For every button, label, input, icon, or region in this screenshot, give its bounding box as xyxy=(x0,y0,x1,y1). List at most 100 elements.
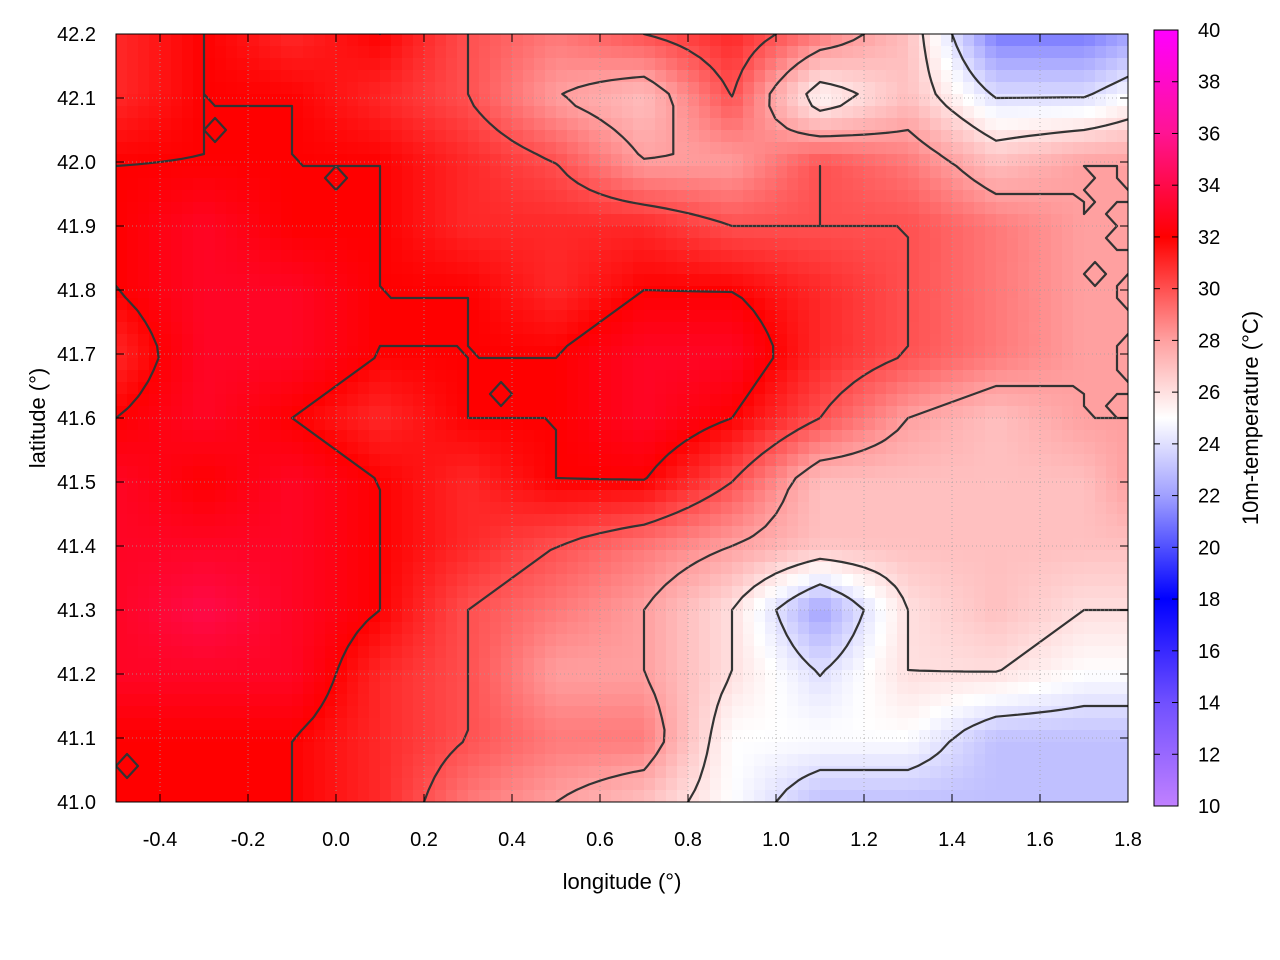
heatmap-cell xyxy=(1029,478,1041,491)
heatmap-cell xyxy=(534,322,546,335)
heatmap-cell xyxy=(820,82,832,95)
heatmap-cell xyxy=(347,574,359,587)
heatmap-cell xyxy=(435,562,447,575)
heatmap-cell xyxy=(402,286,414,299)
heatmap-cell xyxy=(303,226,315,239)
heatmap-cell xyxy=(655,250,667,263)
heatmap-cell xyxy=(512,226,524,239)
heatmap-cell xyxy=(776,370,788,383)
heatmap-cell xyxy=(1106,382,1118,395)
heatmap-cell xyxy=(1018,430,1030,443)
heatmap-cell xyxy=(325,514,337,527)
heatmap-cell xyxy=(303,394,315,407)
heatmap-cell xyxy=(237,442,249,455)
heatmap-cell xyxy=(468,394,480,407)
heatmap-cell xyxy=(864,214,876,227)
heatmap-cell xyxy=(358,586,370,599)
heatmap-cell xyxy=(127,166,139,179)
heatmap-cell xyxy=(292,514,304,527)
heatmap-cell xyxy=(358,670,370,683)
heatmap-cell xyxy=(402,574,414,587)
heatmap-cell xyxy=(666,478,678,491)
heatmap-cell xyxy=(226,682,238,695)
heatmap-cell xyxy=(985,298,997,311)
heatmap-cell xyxy=(391,598,403,611)
heatmap-cell xyxy=(985,442,997,455)
heatmap-cell xyxy=(578,622,590,635)
heatmap-cell xyxy=(1051,154,1063,167)
heatmap-cell xyxy=(358,286,370,299)
heatmap-cell xyxy=(512,442,524,455)
heatmap-cell xyxy=(1018,418,1030,431)
heatmap-cell xyxy=(919,34,931,47)
heatmap-cell xyxy=(897,286,909,299)
heatmap-cell xyxy=(534,442,546,455)
heatmap-cell xyxy=(655,502,667,515)
heatmap-cell xyxy=(237,286,249,299)
heatmap-cell xyxy=(479,562,491,575)
heatmap-cell xyxy=(798,274,810,287)
heatmap-cell xyxy=(699,202,711,215)
heatmap-cell xyxy=(1117,394,1128,407)
heatmap-cell xyxy=(699,658,711,671)
heatmap-cell xyxy=(567,334,579,347)
heatmap-cell xyxy=(886,142,898,155)
heatmap-cell xyxy=(127,310,139,323)
heatmap-cell xyxy=(292,298,304,311)
heatmap-cell xyxy=(578,82,590,95)
heatmap-cell xyxy=(358,478,370,491)
heatmap-cell xyxy=(479,490,491,503)
heatmap-cell xyxy=(171,670,183,683)
heatmap-cell xyxy=(556,274,568,287)
heatmap-cell xyxy=(435,490,447,503)
heatmap-cell xyxy=(567,46,579,59)
heatmap-cell xyxy=(468,526,480,539)
heatmap-cell xyxy=(1040,490,1052,503)
heatmap-cell xyxy=(930,466,942,479)
heatmap-cell xyxy=(402,646,414,659)
heatmap-cell xyxy=(314,82,326,95)
heatmap-cell xyxy=(644,478,656,491)
heatmap-cell xyxy=(787,430,799,443)
heatmap-cell xyxy=(336,142,348,155)
heatmap-cell xyxy=(776,418,788,431)
heatmap-cell xyxy=(963,382,975,395)
heatmap-cell xyxy=(479,106,491,119)
heatmap-cell xyxy=(787,550,799,563)
heatmap-cell xyxy=(897,382,909,395)
heatmap-cell xyxy=(534,226,546,239)
heatmap-cell xyxy=(655,430,667,443)
heatmap-cell xyxy=(534,514,546,527)
heatmap-cell xyxy=(666,670,678,683)
heatmap-cell xyxy=(710,274,722,287)
heatmap-cell xyxy=(655,622,667,635)
heatmap-cell xyxy=(688,250,700,263)
heatmap-cell xyxy=(611,166,623,179)
heatmap-cell xyxy=(171,106,183,119)
heatmap-cell xyxy=(688,358,700,371)
heatmap-cell xyxy=(160,646,172,659)
heatmap-cell xyxy=(182,382,194,395)
heatmap-cell xyxy=(1018,406,1030,419)
heatmap-cell xyxy=(589,130,601,143)
heatmap-cell xyxy=(1073,358,1085,371)
heatmap-cell xyxy=(710,334,722,347)
heatmap-cell xyxy=(226,622,238,635)
heatmap-cell xyxy=(435,250,447,263)
heatmap-cell xyxy=(908,274,920,287)
heatmap-cell xyxy=(908,226,920,239)
heatmap-cell xyxy=(754,118,766,131)
heatmap-cell xyxy=(226,178,238,191)
heatmap-cell xyxy=(171,298,183,311)
heatmap-cell xyxy=(325,94,337,107)
heatmap-cell xyxy=(248,358,260,371)
heatmap-cell xyxy=(116,118,128,131)
heatmap-cell xyxy=(567,154,579,167)
heatmap-cell xyxy=(237,646,249,659)
heatmap-cell xyxy=(534,646,546,659)
heatmap-cell xyxy=(116,262,128,275)
heatmap-cell xyxy=(380,226,392,239)
heatmap-cell xyxy=(985,202,997,215)
heatmap-cell xyxy=(622,262,634,275)
heatmap-cell xyxy=(842,526,854,539)
